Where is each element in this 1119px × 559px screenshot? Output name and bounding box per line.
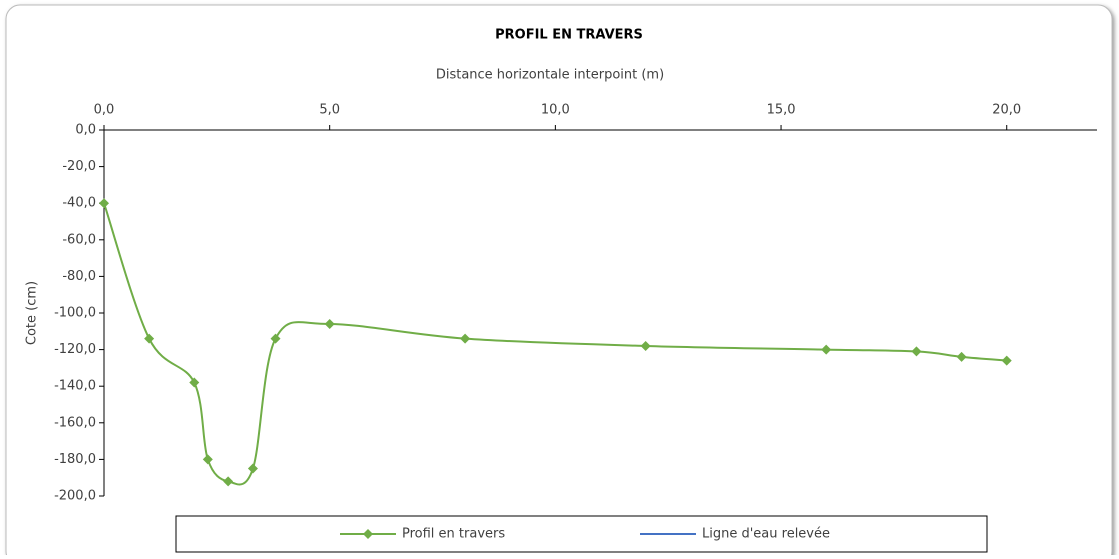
marker <box>821 344 832 355</box>
y-tick-label: -80,0 <box>62 269 96 284</box>
x-tick-label: 0,0 <box>94 103 115 118</box>
y-tick-label: -200,0 <box>54 489 96 504</box>
marker <box>956 351 967 362</box>
marker <box>270 333 281 344</box>
y-tick-label: -120,0 <box>54 342 96 357</box>
chart-frame <box>5 4 1113 559</box>
marker <box>460 333 471 344</box>
legend-box <box>175 515 988 553</box>
x-tick-label: 15,0 <box>767 103 796 118</box>
y-axis-title: Cote (cm) <box>25 281 40 345</box>
marker <box>223 476 234 487</box>
y-tick-label: -140,0 <box>54 379 96 394</box>
marker <box>640 340 651 351</box>
x-tick-label: 10,0 <box>541 103 570 118</box>
y-tick-label: -160,0 <box>54 415 96 430</box>
legend-label: Profil en travers <box>402 527 505 542</box>
y-tick-label: -180,0 <box>54 452 96 467</box>
y-tick-label: -60,0 <box>62 232 96 247</box>
legend-marker <box>363 529 373 539</box>
marker <box>202 454 213 465</box>
x-tick-label: 5,0 <box>319 103 340 118</box>
chart-title: PROFIL EN TRAVERS <box>495 28 643 43</box>
y-tick-label: -100,0 <box>54 306 96 321</box>
x-axis-title: Distance horizontale interpoint (m) <box>436 68 664 83</box>
y-tick-label: 0,0 <box>75 123 96 138</box>
marker <box>1001 355 1012 366</box>
y-tick-label: -20,0 <box>62 159 96 174</box>
y-tick-label: -40,0 <box>62 196 96 211</box>
marker <box>911 346 922 357</box>
legend-label: Ligne d'eau relevée <box>702 527 830 542</box>
marker <box>324 318 335 329</box>
marker <box>144 333 155 344</box>
series-line <box>103 202 1007 486</box>
marker <box>247 463 258 474</box>
x-tick-label: 20,0 <box>992 103 1021 118</box>
marker <box>189 377 200 388</box>
marker <box>99 198 109 209</box>
